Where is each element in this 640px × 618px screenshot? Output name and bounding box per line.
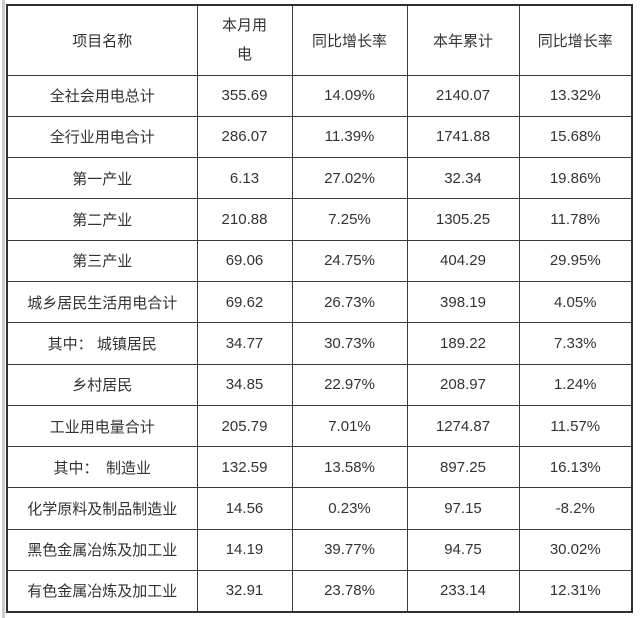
column-header-item-name: 项目名称 [6,4,198,76]
cell-month-usage: 69.06 [196,239,293,282]
column-header-month-usage: 本月用电 [196,4,293,76]
cell-ytd-yoy: 11.57% [518,404,633,448]
cell-month-usage: 34.85 [196,363,293,406]
table-row: 第一产业 6.13 27.02% 32.34 19.86% [6,157,633,200]
cell-ytd-yoy: 7.33% [518,322,633,365]
table-row: 第三产业 69.06 24.75% 404.29 29.95% [6,239,633,282]
cell-month-usage: 32.91 [196,570,293,613]
cell-month-yoy: 14.09% [291,74,408,117]
cell-item-name: 化学原料及制品制造业 [6,487,198,530]
cell-item-name: 其中： 城镇居民 [6,322,198,365]
table-row: 其中： 城镇居民 34.77 30.73% 189.22 7.33% [6,322,633,365]
cell-ytd-yoy: 1.24% [518,363,633,406]
cell-ytd-yoy: 12.31% [518,570,633,613]
cell-month-yoy: 22.97% [291,363,408,406]
cell-ytd-total: 94.75 [406,528,520,572]
table-row: 工业用电量合计 205.79 7.01% 1274.87 11.57% [6,404,633,448]
cell-month-usage: 69.62 [196,280,293,324]
cell-item-name: 第一产业 [6,157,198,200]
table-row: 其中： 制造业 132.59 13.58% 897.25 16.13% [6,446,633,489]
cell-ytd-total: 208.97 [406,363,520,406]
cell-month-usage: 355.69 [196,74,293,117]
table-row: 第二产业 210.88 7.25% 1305.25 11.78% [6,198,633,241]
cell-ytd-total: 398.19 [406,280,520,324]
cell-ytd-yoy: 29.95% [518,239,633,282]
cell-month-usage: 205.79 [196,404,293,448]
cell-ytd-yoy: 16.13% [518,446,633,489]
cell-ytd-yoy: 4.05% [518,280,633,324]
cell-month-usage: 14.56 [196,487,293,530]
table-row: 乡村居民 34.85 22.97% 208.97 1.24% [6,363,633,406]
cell-item-name: 城乡居民生活用电合计 [6,280,198,324]
cell-month-yoy: 26.73% [291,280,408,324]
cell-month-yoy: 39.77% [291,528,408,572]
cell-item-name: 黑色金属冶炼及加工业 [6,528,198,572]
cell-ytd-total: 189.22 [406,322,520,365]
cell-item-name: 全行业用电合计 [6,115,198,159]
table-row: 全社会用电总计 355.69 14.09% 2140.07 13.32% [6,74,633,117]
cell-month-yoy: 30.73% [291,322,408,365]
cell-item-name: 全社会用电总计 [6,74,198,117]
cell-ytd-total: 2140.07 [406,74,520,117]
cell-month-usage: 286.07 [196,115,293,159]
cell-month-yoy: 24.75% [291,239,408,282]
cell-month-yoy: 27.02% [291,157,408,200]
cell-item-name: 乡村居民 [6,363,198,406]
cell-month-yoy: 13.58% [291,446,408,489]
cell-ytd-yoy: -8.2% [518,487,633,530]
cell-item-name: 其中： 制造业 [6,446,198,489]
cell-ytd-total: 97.15 [406,487,520,530]
cell-month-usage: 34.77 [196,322,293,365]
table-header-row: 项目名称 本月用电 同比增长率 本年累计 同比增长率 [6,4,633,76]
column-header-ytd-total: 本年累计 [406,4,520,76]
cell-item-name: 有色金属冶炼及加工业 [6,570,198,613]
table-body: 全社会用电总计 355.69 14.09% 2140.07 13.32% 全行业用电合计 2… [6,74,633,613]
table-row: 全行业用电合计 286.07 11.39% 1741.88 15.68% [6,115,633,159]
cell-ytd-total: 897.25 [406,446,520,489]
cell-ytd-total: 233.14 [406,570,520,613]
cell-month-usage: 14.19 [196,528,293,572]
cell-ytd-yoy: 30.02% [518,528,633,572]
cell-ytd-total: 32.34 [406,157,520,200]
cell-month-yoy: 11.39% [291,115,408,159]
column-header-month-yoy: 同比增长率 [291,4,408,76]
cell-month-yoy: 23.78% [291,570,408,613]
page-edge-strip [2,0,5,618]
cell-ytd-total: 404.29 [406,239,520,282]
cell-month-usage: 210.88 [196,198,293,241]
cell-month-yoy: 0.23% [291,487,408,530]
cell-item-name: 第三产业 [6,239,198,282]
cell-ytd-total: 1305.25 [406,198,520,241]
cell-ytd-yoy: 15.68% [518,115,633,159]
cell-month-usage: 132.59 [196,446,293,489]
cell-ytd-total: 1741.88 [406,115,520,159]
cell-month-yoy: 7.01% [291,404,408,448]
table-row: 城乡居民生活用电合计 69.62 26.73% 398.19 4.05% [6,280,633,324]
cell-month-yoy: 7.25% [291,198,408,241]
cell-ytd-total: 1274.87 [406,404,520,448]
cell-ytd-yoy: 19.86% [518,157,633,200]
cell-item-name: 工业用电量合计 [6,404,198,448]
cell-month-usage: 6.13 [196,157,293,200]
column-header-ytd-yoy: 同比增长率 [518,4,633,76]
cell-ytd-yoy: 13.32% [518,74,633,117]
cell-ytd-yoy: 11.78% [518,198,633,241]
electricity-usage-table: 项目名称 本月用电 同比增长率 本年累计 同比增长率 全社会用电总计 355.69… [6,4,633,613]
cell-item-name: 第二产业 [6,198,198,241]
table-row: 化学原料及制品制造业 14.56 0.23% 97.15 -8.2% [6,487,633,530]
table-row: 有色金属冶炼及加工业 32.91 23.78% 233.14 12.31% [6,570,633,613]
table-row: 黑色金属冶炼及加工业 14.19 39.77% 94.75 30.02% [6,528,633,572]
